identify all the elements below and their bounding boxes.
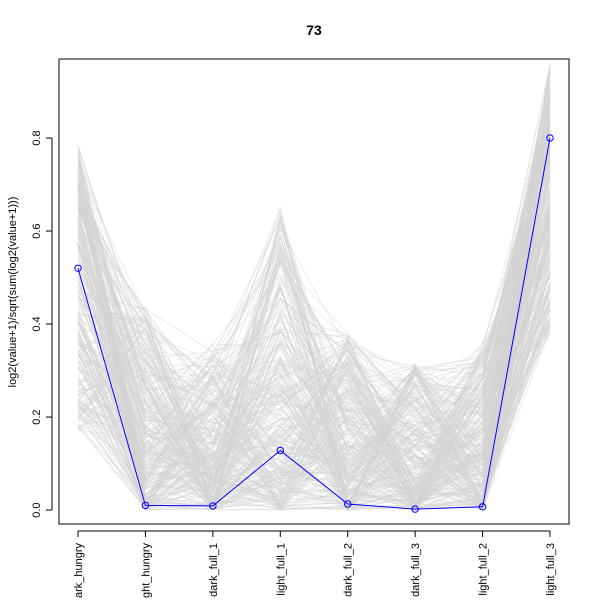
x-tick-label: ght_hungry — [140, 543, 152, 599]
background-line — [77, 82, 551, 487]
background-line — [77, 246, 551, 510]
x-tick-label: light_full_3 — [545, 543, 557, 596]
y-tick-label: 0.8 — [31, 130, 43, 145]
y-tick-label: 0.6 — [31, 223, 43, 238]
background-line — [77, 195, 551, 505]
background-line — [77, 183, 551, 464]
background-line — [77, 94, 551, 509]
background-line — [77, 127, 551, 511]
background-line — [77, 223, 551, 491]
highlight-point — [411, 505, 419, 513]
background-line — [77, 217, 551, 469]
x-tick-label: light_full_1 — [275, 543, 287, 596]
background-line — [77, 126, 551, 510]
chart-title: 73 — [306, 22, 322, 38]
highlight-point — [209, 502, 217, 510]
background-line — [77, 237, 551, 507]
y-tick-label: 0.0 — [31, 502, 43, 517]
background-line — [77, 135, 551, 507]
background-line — [77, 175, 551, 511]
background-line — [77, 91, 551, 504]
background-line — [77, 321, 551, 507]
background-line — [77, 113, 551, 493]
background-line — [77, 235, 551, 510]
background-line — [77, 240, 551, 472]
x-tick-label: dark_full_3 — [410, 543, 422, 597]
highlight-line — [77, 137, 551, 510]
background-line — [77, 202, 551, 511]
x-tick-label: light_full_2 — [478, 543, 490, 596]
highlight-point — [141, 501, 150, 510]
background-line — [77, 206, 551, 503]
x-tick-label: dark_full_1 — [208, 543, 220, 597]
background-line — [77, 161, 551, 507]
x-tick-label: ark_hungry — [73, 543, 85, 599]
background-line — [77, 87, 551, 479]
highlight-series-group — [74, 134, 554, 513]
background-line — [77, 201, 551, 511]
background-line — [77, 94, 551, 509]
background-line — [77, 275, 551, 510]
background-line — [77, 199, 551, 488]
background-line — [77, 240, 551, 487]
y-axis-title: log2(value+1)/sqrt(sum(log2(value+1))) — [7, 197, 19, 388]
highlight-point — [478, 503, 487, 511]
background-line — [77, 64, 551, 508]
background-line — [77, 162, 551, 511]
background-line — [77, 279, 551, 511]
highlight-point — [546, 134, 554, 142]
background-line — [77, 199, 551, 462]
background-line — [77, 83, 551, 498]
x-tick-label: dark_full_2 — [343, 543, 355, 597]
background-line — [77, 96, 551, 508]
background-line — [77, 287, 551, 507]
background-line — [77, 211, 551, 511]
highlight-point — [276, 446, 284, 455]
highlight-point — [74, 264, 82, 272]
background-line — [77, 157, 551, 511]
background-line — [77, 250, 551, 507]
background-line — [77, 64, 551, 479]
background-line — [77, 118, 551, 504]
background-line — [77, 245, 551, 460]
highlight-point — [344, 500, 352, 508]
y-tick-label: 0.4 — [31, 316, 43, 331]
y-axis: 0.0 0.2 0.4 0.6 0.8 — [31, 130, 53, 518]
x-axis: ark_hungry ght_hungry dark_full_1 light_ful… — [73, 530, 557, 599]
background-line — [77, 208, 551, 510]
background-line — [77, 220, 551, 512]
y-tick-label: 0.2 — [31, 409, 43, 424]
background-line — [77, 148, 551, 509]
background-lines-group — [77, 64, 551, 512]
plot-frame — [58, 58, 570, 525]
background-line — [77, 163, 551, 511]
